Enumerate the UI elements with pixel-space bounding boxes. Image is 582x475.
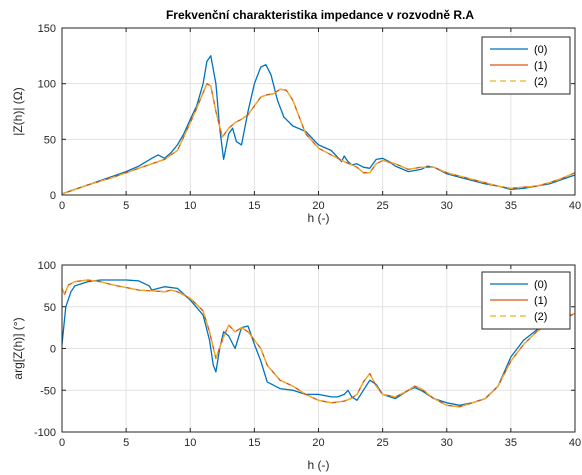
- series-line-0: [61, 279, 576, 406]
- x-axis-label: h (-): [308, 211, 330, 225]
- legend-label-0: (0): [534, 44, 547, 56]
- x-tick-label: 15: [248, 200, 260, 212]
- x-tick-label: 15: [248, 437, 260, 449]
- legend-label-2: (2): [534, 311, 547, 323]
- x-tick-label: 40: [569, 437, 581, 449]
- y-tick-label: -100: [34, 427, 56, 439]
- x-tick-label: 35: [505, 437, 517, 449]
- legend-label-0: (0): [534, 279, 547, 291]
- legend: (0) (1) (2): [481, 271, 571, 330]
- x-tick-label: 30: [441, 437, 453, 449]
- y-tick-label: 100: [38, 79, 56, 91]
- phase-plot: 0 5 10 15 20 25 30 35 40 -100 -50 0 50 100 h (-) arg[Z(…: [11, 260, 581, 472]
- x-tick-label: 30: [441, 200, 453, 212]
- y-axis-label: arg[Z(h)] (°): [11, 317, 25, 379]
- series-line-2: [61, 279, 576, 408]
- y-tick-label: 50: [44, 302, 56, 314]
- y-tick-label: 0: [50, 344, 56, 356]
- series-line-2: [61, 83, 576, 195]
- x-tick-label: 0: [59, 437, 65, 449]
- y-tick-label: 150: [38, 23, 56, 35]
- x-tick-label: 20: [312, 437, 324, 449]
- x-tick-label: 25: [377, 200, 389, 212]
- y-tick-label: 50: [44, 134, 56, 146]
- x-tick-label: 35: [505, 200, 517, 212]
- x-axis-label: h (-): [308, 458, 330, 472]
- y-axis-label: |Z(h)| (Ω): [11, 87, 25, 136]
- chart-title: Frekvenční charakteristika impedance v r…: [166, 8, 474, 22]
- legend-label-1: (1): [534, 60, 547, 72]
- legend: (0) (1) (2): [481, 36, 571, 95]
- x-tick-label: 25: [377, 437, 389, 449]
- x-tick-label: 0: [59, 200, 65, 212]
- series-line-0: [61, 55, 576, 195]
- magnitude-plot: 0 5 10 15 20 25 30 35 40 0 50 100 150 h (-) |Z(h)| (Ω)…: [11, 23, 581, 225]
- y-tick-label: -50: [40, 385, 56, 397]
- x-tick-label: 5: [123, 437, 129, 449]
- legend-label-2: (2): [534, 76, 547, 88]
- y-tick-label: 0: [50, 190, 56, 202]
- x-tick-label: 40: [569, 200, 581, 212]
- x-tick-label: 20: [312, 200, 324, 212]
- x-tick-label: 10: [184, 200, 196, 212]
- legend-label-1: (1): [534, 295, 547, 307]
- x-tick-label: 5: [123, 200, 129, 212]
- x-tick-label: 10: [184, 437, 196, 449]
- y-tick-label: 100: [38, 260, 56, 272]
